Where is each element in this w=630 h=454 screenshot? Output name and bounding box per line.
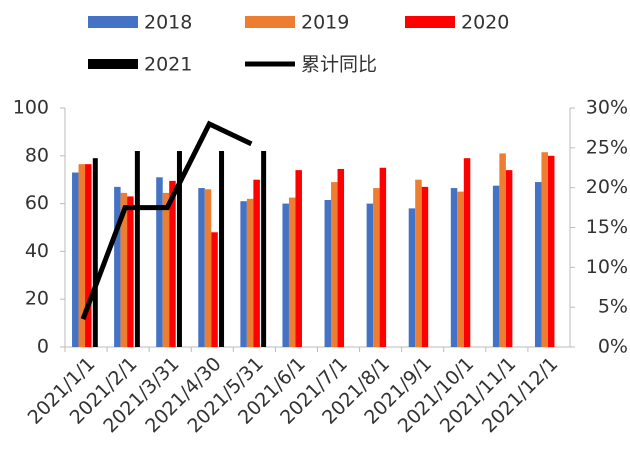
bar — [463, 158, 471, 347]
bar — [176, 151, 182, 347]
bar — [408, 208, 416, 347]
legend-swatch — [88, 59, 138, 69]
bar — [127, 196, 134, 347]
bar — [120, 192, 128, 347]
bar — [547, 155, 555, 347]
bar — [373, 188, 380, 347]
bar — [240, 201, 247, 347]
y2-tick-label: 20% — [586, 176, 628, 198]
y-tick-label: 0 — [37, 336, 49, 358]
y-tick-label: 100 — [13, 97, 49, 119]
y2-tick-label: 15% — [586, 216, 628, 238]
y-tick-label: 40 — [25, 240, 49, 262]
y2-tick-label: 25% — [586, 136, 628, 158]
bar — [505, 170, 513, 347]
bar — [204, 189, 212, 347]
bar — [261, 151, 267, 347]
bar — [282, 203, 289, 347]
y2-tick-label: 0% — [598, 336, 628, 358]
bar — [324, 200, 332, 347]
legend-label: 2020 — [461, 12, 509, 34]
bar — [541, 152, 548, 347]
bar — [534, 182, 542, 347]
bar — [219, 151, 225, 347]
bar — [156, 177, 163, 347]
legend-swatch — [405, 16, 455, 28]
y2-tick-label: 30% — [586, 97, 628, 119]
bar — [415, 179, 422, 347]
bar — [114, 186, 121, 347]
bar — [198, 188, 205, 347]
bar — [253, 179, 260, 347]
legend-swatch — [245, 16, 295, 28]
legend-swatch — [88, 16, 138, 28]
legend-label: 累计同比 — [301, 54, 377, 76]
y2-tick-label: 10% — [586, 256, 628, 278]
bar — [379, 167, 387, 347]
bar — [78, 164, 86, 347]
legend-label: 2018 — [144, 12, 192, 34]
bar — [288, 197, 296, 347]
legend-label: 2019 — [301, 12, 349, 34]
bar — [211, 232, 218, 347]
y-tick-label: 80 — [25, 144, 49, 166]
bar — [421, 186, 429, 347]
bar — [162, 192, 170, 347]
bar — [337, 168, 345, 347]
y-tick-label: 60 — [25, 192, 49, 214]
legend-label: 2021 — [144, 54, 192, 76]
bar — [492, 185, 500, 347]
y2-tick-label: 5% — [598, 296, 628, 318]
y-tick-label: 20 — [25, 288, 49, 310]
bar — [366, 203, 374, 347]
bar — [246, 198, 254, 347]
bar — [134, 151, 140, 347]
bar — [499, 153, 506, 347]
bar — [169, 180, 176, 347]
bar — [457, 191, 464, 347]
bar — [331, 182, 338, 347]
bar — [85, 164, 92, 347]
bar — [295, 170, 302, 347]
bar — [72, 172, 79, 347]
bar — [92, 158, 98, 347]
line — [80, 120, 253, 320]
bar — [450, 188, 458, 347]
